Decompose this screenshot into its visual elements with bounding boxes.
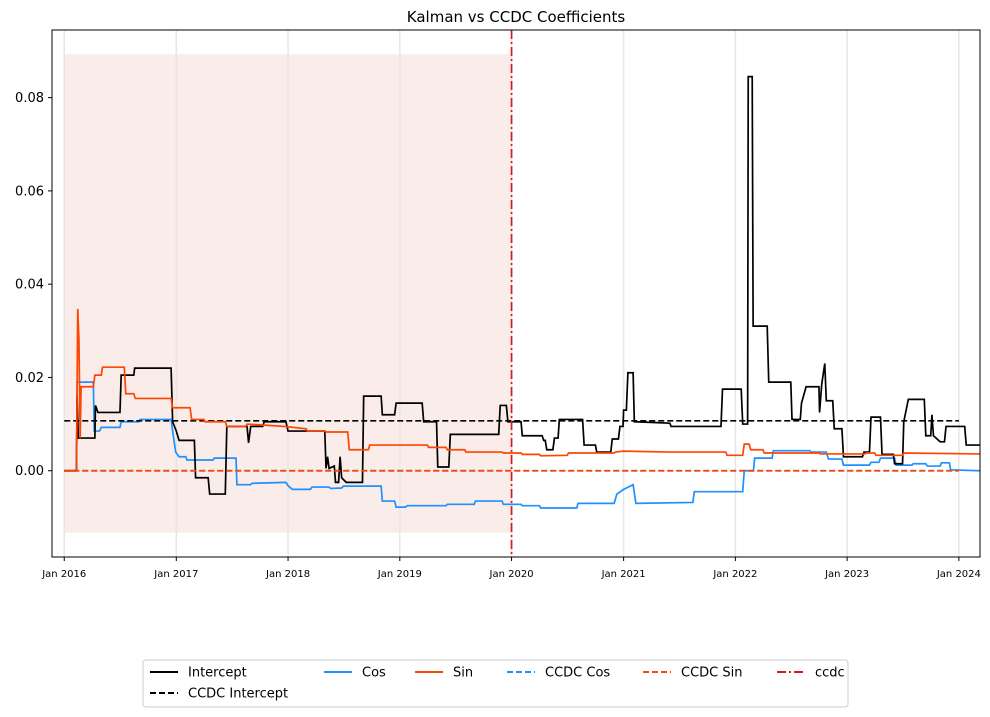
y-tick-label: 0.08 — [15, 91, 44, 106]
y-tick-label: 0.02 — [15, 371, 44, 386]
x-tick-label: Jan 2024 — [936, 569, 981, 580]
x-tick-label: Jan 2019 — [377, 569, 422, 580]
x-tick-label: Jan 2021 — [601, 569, 646, 580]
chart-title: Kalman vs CCDC Coefficients — [407, 8, 626, 26]
y-tick-label: 0.00 — [15, 464, 44, 479]
legend-label: CCDC Cos — [545, 666, 610, 681]
legend-label: ccdc — [815, 666, 845, 681]
x-tick-label: Jan 2018 — [265, 569, 310, 580]
y-axis: 0.00 0.02 0.04 0.06 0.08 — [15, 91, 52, 479]
x-tick-label: Jan 2023 — [824, 569, 869, 580]
x-tick-label: Jan 2020 — [489, 569, 534, 580]
series-line-cos — [64, 381, 981, 509]
plot-frame — [51, 29, 981, 558]
legend-label: Sin — [453, 666, 473, 681]
legend: Intercept CCDC Intercept Cos Sin CCDC Cos CCD… — [142, 659, 849, 708]
legend-label: Cos — [362, 666, 386, 681]
series-line-sin — [64, 308, 981, 472]
series-layer — [64, 75, 981, 509]
grid-layer — [63, 30, 960, 557]
x-axis: Jan 2016 Jan 2017 Jan 2018 Jan 2019 Jan 2020… — [41, 557, 981, 580]
x-tick-label: Jan 2022 — [712, 569, 757, 580]
legend-label: CCDC Sin — [681, 666, 742, 681]
y-tick-label: 0.04 — [15, 278, 44, 293]
legend-label: Intercept — [188, 666, 247, 681]
x-tick-label: Jan 2017 — [153, 569, 198, 580]
x-tick-label: Jan 2016 — [41, 569, 86, 580]
legend-label: CCDC Intercept — [188, 687, 288, 702]
legend-frame — [142, 659, 849, 708]
y-tick-label: 0.06 — [15, 184, 44, 199]
